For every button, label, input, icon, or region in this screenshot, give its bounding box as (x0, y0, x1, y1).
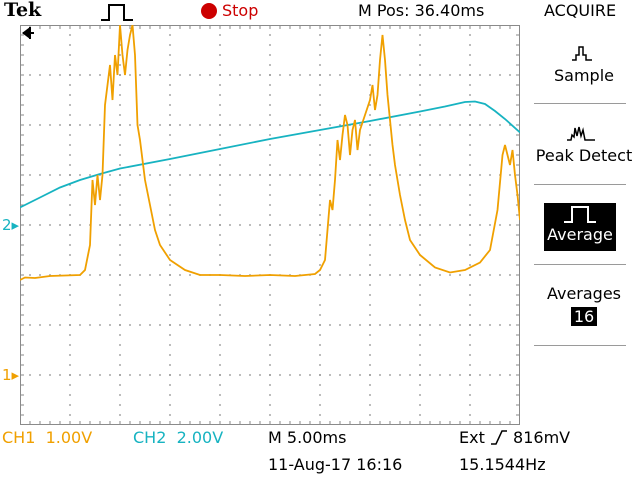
brand-logo: Tek (4, 0, 42, 21)
sample-button[interactable]: Sample (554, 66, 614, 85)
menu-divider (534, 264, 626, 265)
menu-divider (534, 184, 626, 185)
ch2-trace (20, 100, 520, 209)
menu-title: ACQUIRE (544, 1, 617, 20)
pulse-trigger-icon (101, 4, 133, 21)
graticule (20, 25, 520, 425)
arrow-right-icon: ▸ (11, 216, 20, 234)
frequency-readout: 15.1544Hz (459, 455, 546, 474)
trigger-source: Ext (459, 428, 485, 447)
ch1-scale: 1.00V (45, 428, 93, 447)
ch1-label: CH1 (2, 428, 36, 447)
waveform-display (20, 25, 520, 425)
average-mode-icon (564, 206, 596, 223)
average-button[interactable]: Average (544, 203, 616, 251)
averages-value-container[interactable]: 16 (528, 307, 640, 327)
trigger-position-marker (22, 27, 34, 39)
ch2-readout: CH2 2.00V (133, 428, 223, 448)
rising-edge-icon (490, 430, 507, 445)
arrow-right-icon: ▸ (11, 366, 20, 384)
ch1-marker-label: 1 (2, 366, 12, 384)
run-state[interactable]: Stop (222, 1, 259, 20)
datetime-readout: 11-Aug-17 16:16 (268, 455, 403, 474)
timebase-readout: M 5.00ms (268, 428, 347, 447)
menu-divider (534, 345, 626, 346)
average-label: Average (547, 225, 613, 244)
ch2-marker-label: 2 (2, 216, 12, 234)
stop-dot-icon (201, 3, 217, 19)
ch2-ground-marker: 2▸ (2, 216, 19, 234)
ch1-ground-marker: 1▸ (2, 366, 19, 384)
menu-divider (534, 103, 626, 104)
averages-label: Averages (546, 284, 622, 303)
horizontal-position-readout: M Pos: 36.40ms (358, 1, 485, 20)
ch1-readout: CH1 1.00V (2, 428, 92, 448)
averages-value: 16 (570, 307, 598, 326)
trigger-level: 816mV (513, 428, 571, 447)
peak-detect-icon (567, 126, 595, 141)
ch1-trace (20, 25, 520, 281)
ch2-label: CH2 (133, 428, 167, 447)
ch2-scale: 2.00V (176, 428, 224, 447)
peak-detect-button[interactable]: Peak Detect (535, 146, 633, 165)
sample-mode-icon (572, 46, 592, 61)
trigger-readout: Ext 816mV (459, 428, 570, 448)
